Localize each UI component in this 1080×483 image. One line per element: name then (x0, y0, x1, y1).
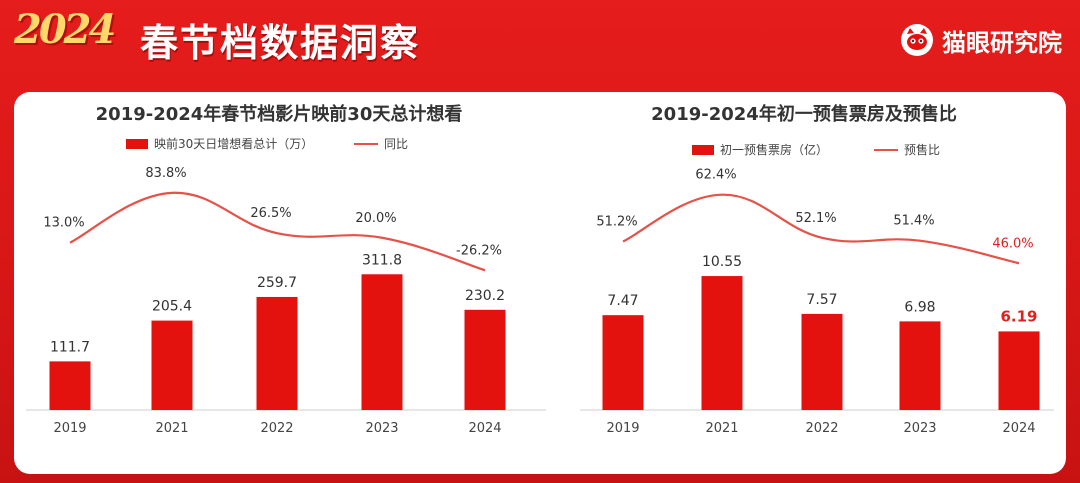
bar (801, 313, 843, 410)
bar-value-label: 6.19 (1000, 307, 1037, 325)
line-value-label: 52.1% (795, 211, 836, 226)
bar (464, 309, 506, 410)
series-line (622, 193, 1020, 265)
bar-value-label: 7.47 (607, 293, 638, 309)
bar (151, 320, 193, 410)
bar (361, 274, 403, 410)
page-title: 春节档数据洞察 (140, 21, 421, 65)
series-line (69, 191, 486, 272)
x-tick-label: 2021 (155, 421, 188, 436)
bar-value-label: 7.57 (806, 292, 837, 308)
brand-name: 猫眼研究院 (942, 28, 1062, 57)
x-tick-label: 2024 (468, 421, 501, 436)
cat-eye-logo-icon (901, 24, 933, 56)
x-tick-label: 2019 (53, 421, 86, 436)
brand: 猫眼研究院 (900, 22, 1062, 58)
bar (701, 276, 743, 410)
bar-value-label: 259.7 (257, 275, 297, 291)
legend-bar-label: 映前30天日增想看总计（万） (154, 136, 313, 151)
line-value-label: 26.5% (250, 206, 291, 221)
chart-title: 2019-2024年初一预售票房及预售比 (651, 103, 957, 125)
line-value-label: 20.0% (355, 211, 396, 226)
line-value-label: 51.4% (893, 214, 934, 229)
bar-value-label: 6.98 (904, 299, 935, 315)
x-tick-label: 2022 (260, 421, 293, 436)
bar (49, 361, 91, 410)
legend-line-label: 预售比 (904, 142, 940, 157)
x-tick-label: 2023 (903, 421, 936, 436)
line-value-label: 13.0% (43, 216, 84, 231)
bar-value-label: 10.55 (702, 254, 742, 270)
x-tick-label: 2024 (1002, 421, 1035, 436)
bar (602, 315, 644, 410)
year-logo: 2024 (14, 6, 116, 53)
header-banner: 2024 春节档数据洞察 猫眼研究院 (0, 0, 1080, 82)
legend-bar-swatch (126, 139, 148, 149)
chart-title: 2019-2024年春节档影片映前30天总计想看 (96, 103, 463, 125)
line-value-label: -26.2% (456, 243, 502, 258)
legend-bar-label: 初一预售票房（亿） (720, 142, 828, 157)
bar (899, 321, 941, 410)
line-value-label: 62.4% (695, 168, 736, 183)
charts-panel: 2019-2024年春节档影片映前30天总计想看映前30天日增想看总计（万） 同比… (14, 92, 1066, 474)
x-tick-label: 2019 (606, 421, 639, 436)
bar (256, 296, 298, 410)
x-tick-label: 2023 (365, 421, 398, 436)
line-value-label: 51.2% (596, 215, 637, 230)
bar (998, 331, 1040, 410)
x-tick-label: 2021 (705, 421, 738, 436)
legend-bar-swatch (692, 145, 714, 155)
legend-line-label: 同比 (384, 137, 408, 151)
bar-value-label: 111.7 (50, 339, 90, 355)
bar-value-label: 311.8 (362, 252, 402, 268)
line-value-label: 83.8% (145, 166, 186, 181)
line-value-label: 46.0% (992, 236, 1033, 251)
x-tick-label: 2022 (805, 421, 838, 436)
bar-value-label: 205.4 (152, 299, 192, 315)
bar-value-label: 230.2 (465, 288, 505, 304)
